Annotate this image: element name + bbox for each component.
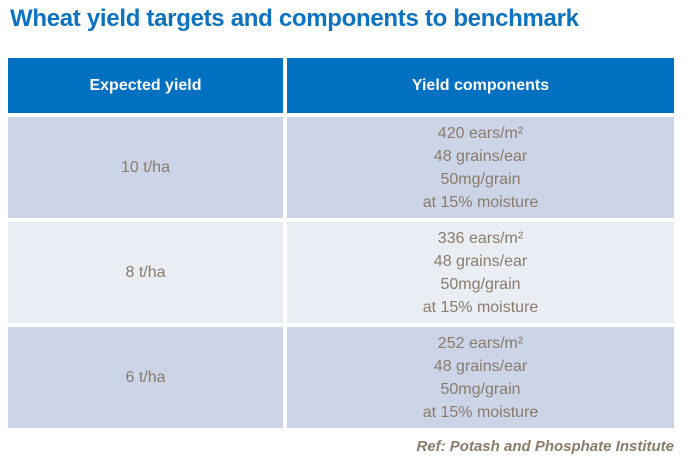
yield-cell-row-2: 8 t/ha bbox=[8, 222, 283, 323]
component-line-grains: 48 grains/ear bbox=[433, 252, 528, 270]
yield-cell-row-1: 10 t/ha bbox=[8, 117, 283, 218]
component-line-grains: 48 grains/ear bbox=[433, 147, 528, 165]
components-cell-row-2: 336 ears/m² 48 grains/ear 50mg/grain at … bbox=[287, 222, 674, 323]
component-line-moisture: at 15% moisture bbox=[422, 403, 539, 421]
component-line-weight: 50mg/grain bbox=[440, 275, 521, 293]
component-line-weight: 50mg/grain bbox=[440, 380, 521, 398]
reference-text: Ref: Potash and Phosphate Institute bbox=[416, 438, 674, 455]
components-lines: 252 ears/m² 48 grains/ear 50mg/grain at … bbox=[423, 332, 539, 424]
components-lines: 336 ears/m² 48 grains/ear 50mg/grain at … bbox=[423, 227, 539, 319]
component-line-ears: 420 ears/m² bbox=[437, 124, 524, 142]
component-line-weight: 50mg/grain bbox=[440, 170, 521, 188]
wheat-yield-table: Expected yield Yield components 10 t/ha … bbox=[8, 58, 674, 428]
column-header-yield-components: Yield components bbox=[287, 58, 674, 113]
component-line-ears: 336 ears/m² bbox=[437, 229, 524, 247]
component-line-moisture: at 15% moisture bbox=[422, 298, 539, 316]
page-title: Wheat yield targets and components to be… bbox=[10, 5, 579, 32]
component-line-moisture: at 15% moisture bbox=[422, 193, 539, 211]
components-cell-row-3: 252 ears/m² 48 grains/ear 50mg/grain at … bbox=[287, 327, 674, 428]
component-line-ears: 252 ears/m² bbox=[437, 334, 524, 352]
column-header-expected-yield: Expected yield bbox=[8, 58, 283, 113]
yield-cell-row-3: 6 t/ha bbox=[8, 327, 283, 428]
components-cell-row-1: 420 ears/m² 48 grains/ear 50mg/grain at … bbox=[287, 117, 674, 218]
components-lines: 420 ears/m² 48 grains/ear 50mg/grain at … bbox=[423, 122, 539, 214]
component-line-grains: 48 grains/ear bbox=[433, 357, 528, 375]
